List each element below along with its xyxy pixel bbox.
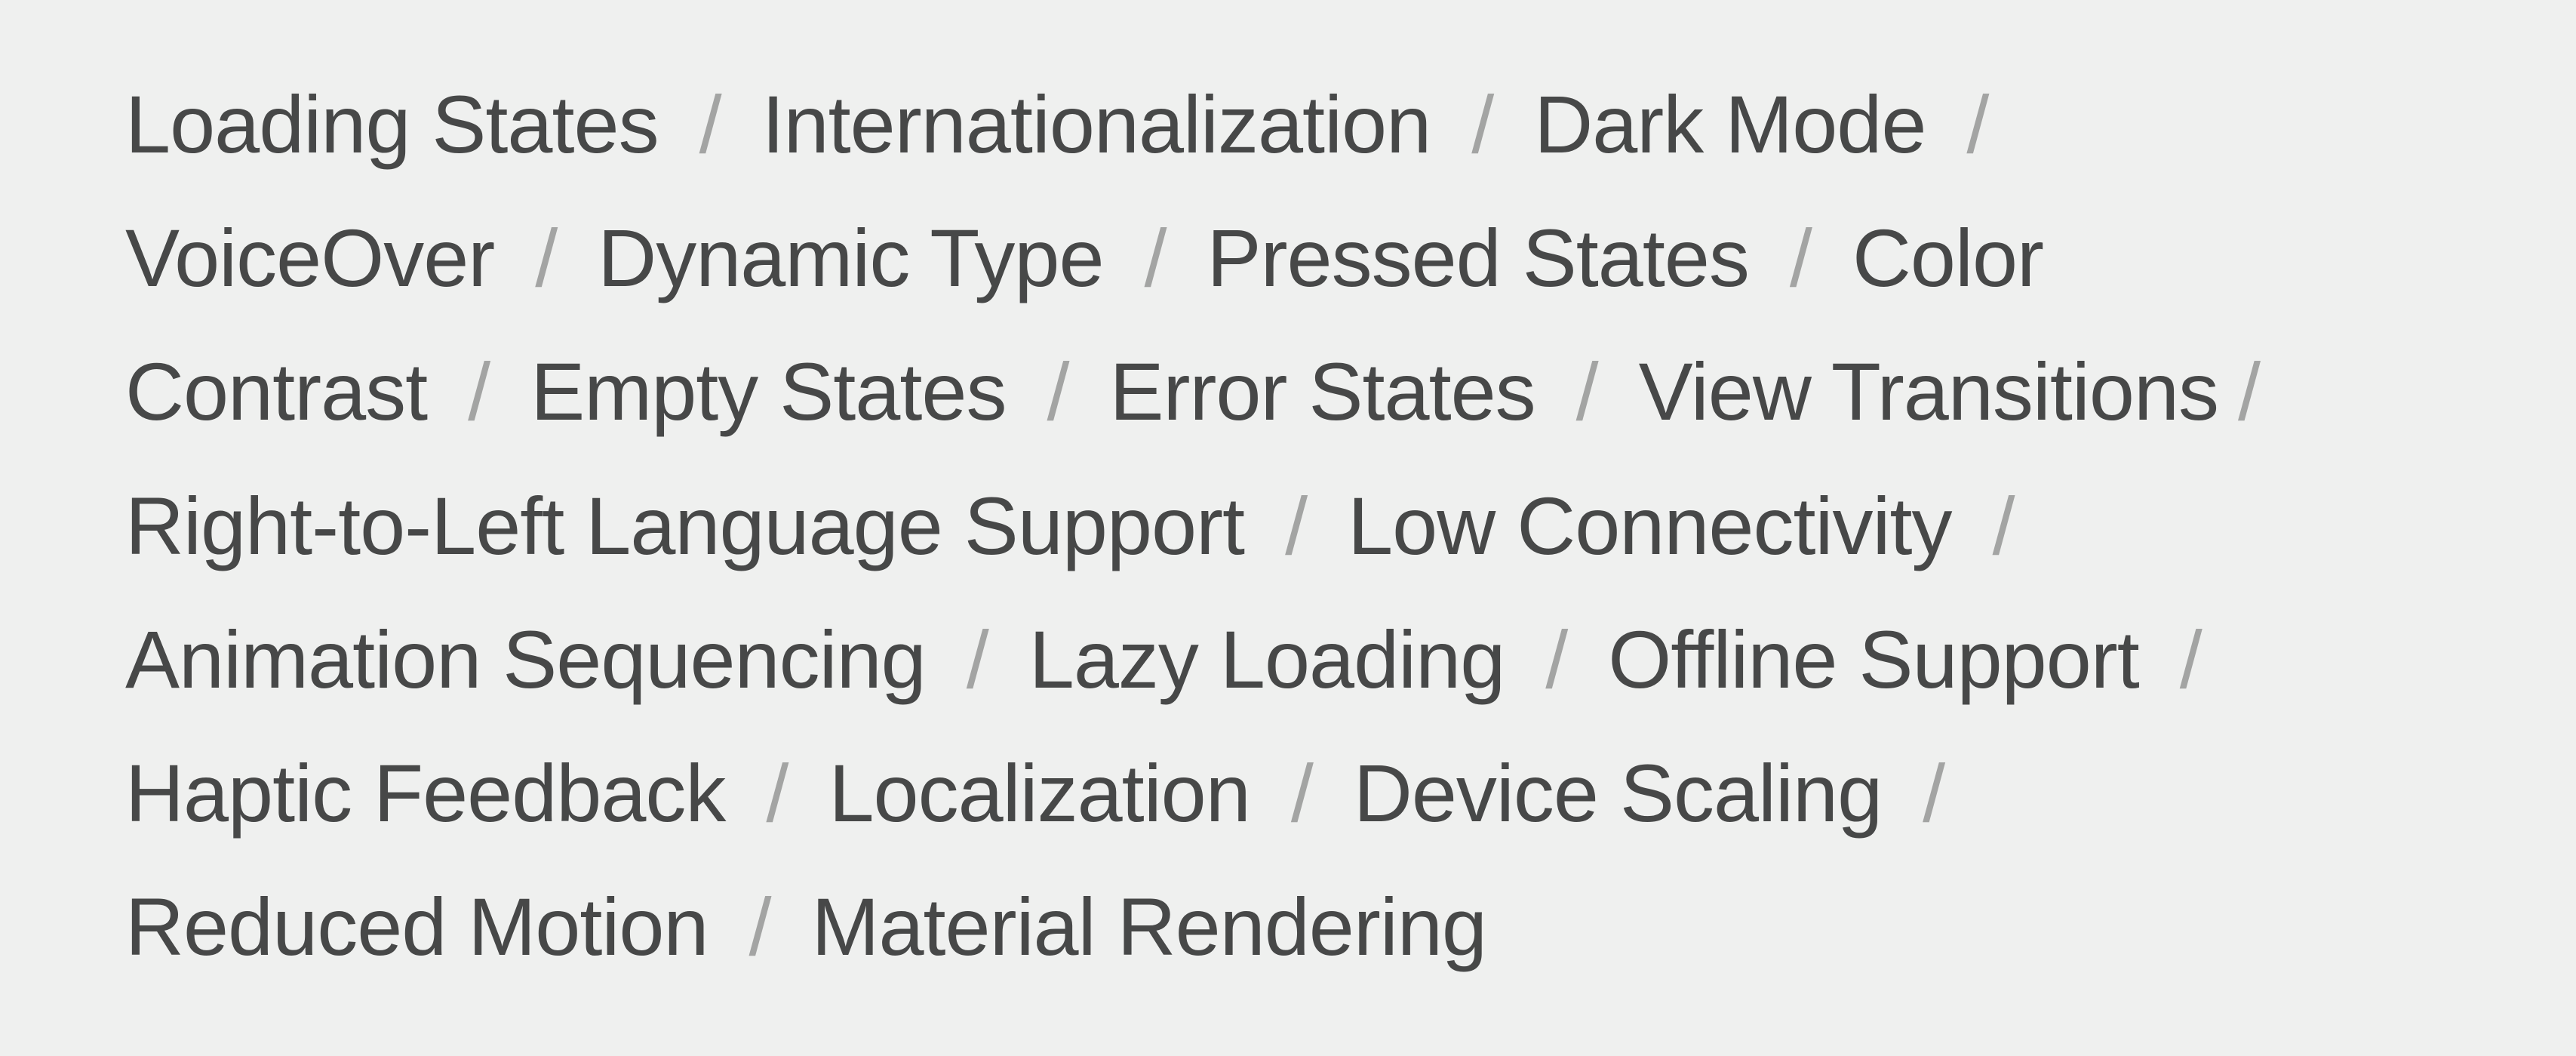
topic-item: Pressed States xyxy=(1207,212,1750,303)
separator: / xyxy=(766,747,788,839)
separator: / xyxy=(749,881,771,972)
separator: / xyxy=(1575,346,1599,437)
separator: / xyxy=(1144,212,1167,303)
topic-item: Error States xyxy=(1109,346,1535,437)
separator: / xyxy=(1047,346,1069,437)
topic-line: Animation Sequencing / Lazy Loading / Offlin… xyxy=(125,607,2203,713)
topic-item: Lazy Loading xyxy=(1028,614,1506,705)
separator: / xyxy=(2238,346,2261,437)
topic-item: Offline Support xyxy=(1608,614,2139,705)
topic-item: Empty States xyxy=(530,346,1007,437)
topic-line: Reduced Motion / Material Rendering xyxy=(125,874,1487,980)
topic-item: Right-to-Left Language Support xyxy=(125,480,1245,571)
topic-item: Localization xyxy=(828,747,1250,839)
topic-item: Color xyxy=(1852,212,2044,303)
topic-item: Device Scaling xyxy=(1353,747,1883,839)
topic-item: Dark Mode xyxy=(1534,79,1926,170)
topic-line: Loading States / Internationalization / Dark… xyxy=(125,72,1989,177)
topic-item: Contrast xyxy=(125,346,428,437)
topic-item: Dynamic Type xyxy=(598,212,1104,303)
topic-line: Contrast / Empty States / Error States / View … xyxy=(125,339,2261,445)
separator: / xyxy=(1992,480,2015,571)
separator: / xyxy=(1789,212,1812,303)
topic-line: Right-to-Left Language Support / Low Conne… xyxy=(125,473,2015,579)
separator: / xyxy=(699,79,722,170)
separator: / xyxy=(1923,747,1945,839)
topic-item: Haptic Feedback xyxy=(125,747,726,839)
topic-item: Material Rendering xyxy=(811,881,1487,972)
topic-item: Internationalization xyxy=(761,79,1432,170)
topic-item: Loading States xyxy=(125,79,659,170)
topic-item: Animation Sequencing xyxy=(125,614,927,705)
separator: / xyxy=(1545,614,1568,705)
separator: / xyxy=(1285,480,1308,571)
separator: / xyxy=(535,212,558,303)
separator: / xyxy=(1290,747,1314,839)
separator: / xyxy=(966,614,989,705)
topic-item: View Transitions xyxy=(1638,346,2219,437)
topic-item: Reduced Motion xyxy=(125,881,709,972)
separator: / xyxy=(1966,79,1989,170)
separator: / xyxy=(468,346,490,437)
topic-line: VoiceOver / Dynamic Type / Pressed States / Co… xyxy=(125,205,2044,311)
topic-item: Low Connectivity xyxy=(1348,480,1952,571)
topic-item: VoiceOver xyxy=(125,212,495,303)
separator: / xyxy=(2179,614,2203,705)
topic-line: Haptic Feedback / Localization / Device Scal… xyxy=(125,740,1945,846)
separator: / xyxy=(1471,79,1494,170)
